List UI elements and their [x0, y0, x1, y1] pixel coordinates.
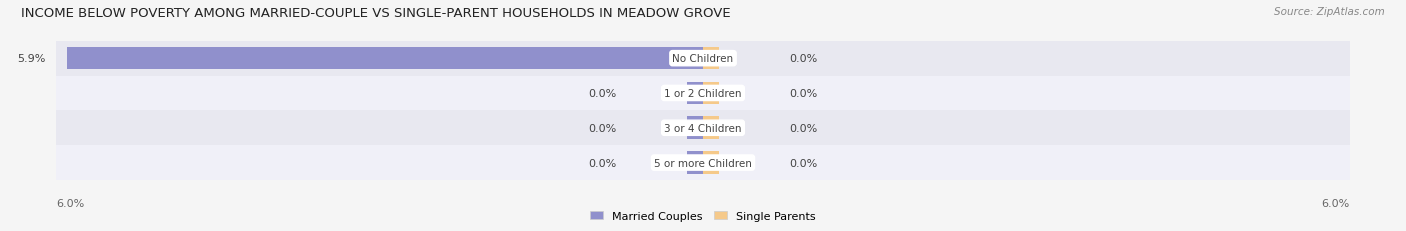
Text: 3 or 4 Children: 3 or 4 Children	[664, 123, 742, 133]
Bar	[703, 117, 720, 140]
Bar	[67, 48, 703, 70]
Bar	[56, 42, 1350, 76]
Text: 0.0%: 0.0%	[589, 158, 617, 168]
Text: INCOME BELOW POVERTY AMONG MARRIED-COUPLE VS SINGLE-PARENT HOUSEHOLDS IN MEADOW : INCOME BELOW POVERTY AMONG MARRIED-COUPL…	[21, 7, 731, 20]
Bar	[703, 82, 720, 105]
Text: 0.0%: 0.0%	[789, 158, 817, 168]
Text: 0.0%: 0.0%	[789, 54, 817, 64]
Bar	[688, 152, 703, 174]
Text: 1 or 2 Children: 1 or 2 Children	[664, 88, 742, 99]
Text: 0.0%: 0.0%	[589, 123, 617, 133]
Bar	[56, 146, 1350, 180]
Text: Source: ZipAtlas.com: Source: ZipAtlas.com	[1274, 7, 1385, 17]
Legend: Married Couples, Single Parents: Married Couples, Single Parents	[586, 207, 820, 225]
Bar	[688, 82, 703, 105]
Text: 0.0%: 0.0%	[789, 123, 817, 133]
Bar	[703, 48, 720, 70]
Bar	[688, 117, 703, 140]
Bar	[56, 111, 1350, 146]
Bar	[703, 152, 720, 174]
Text: 5 or more Children: 5 or more Children	[654, 158, 752, 168]
Text: 6.0%: 6.0%	[1322, 198, 1350, 208]
Text: 6.0%: 6.0%	[56, 198, 84, 208]
Text: 0.0%: 0.0%	[589, 88, 617, 99]
Bar	[56, 76, 1350, 111]
Text: 5.9%: 5.9%	[17, 54, 45, 64]
Text: 0.0%: 0.0%	[789, 88, 817, 99]
Text: No Children: No Children	[672, 54, 734, 64]
